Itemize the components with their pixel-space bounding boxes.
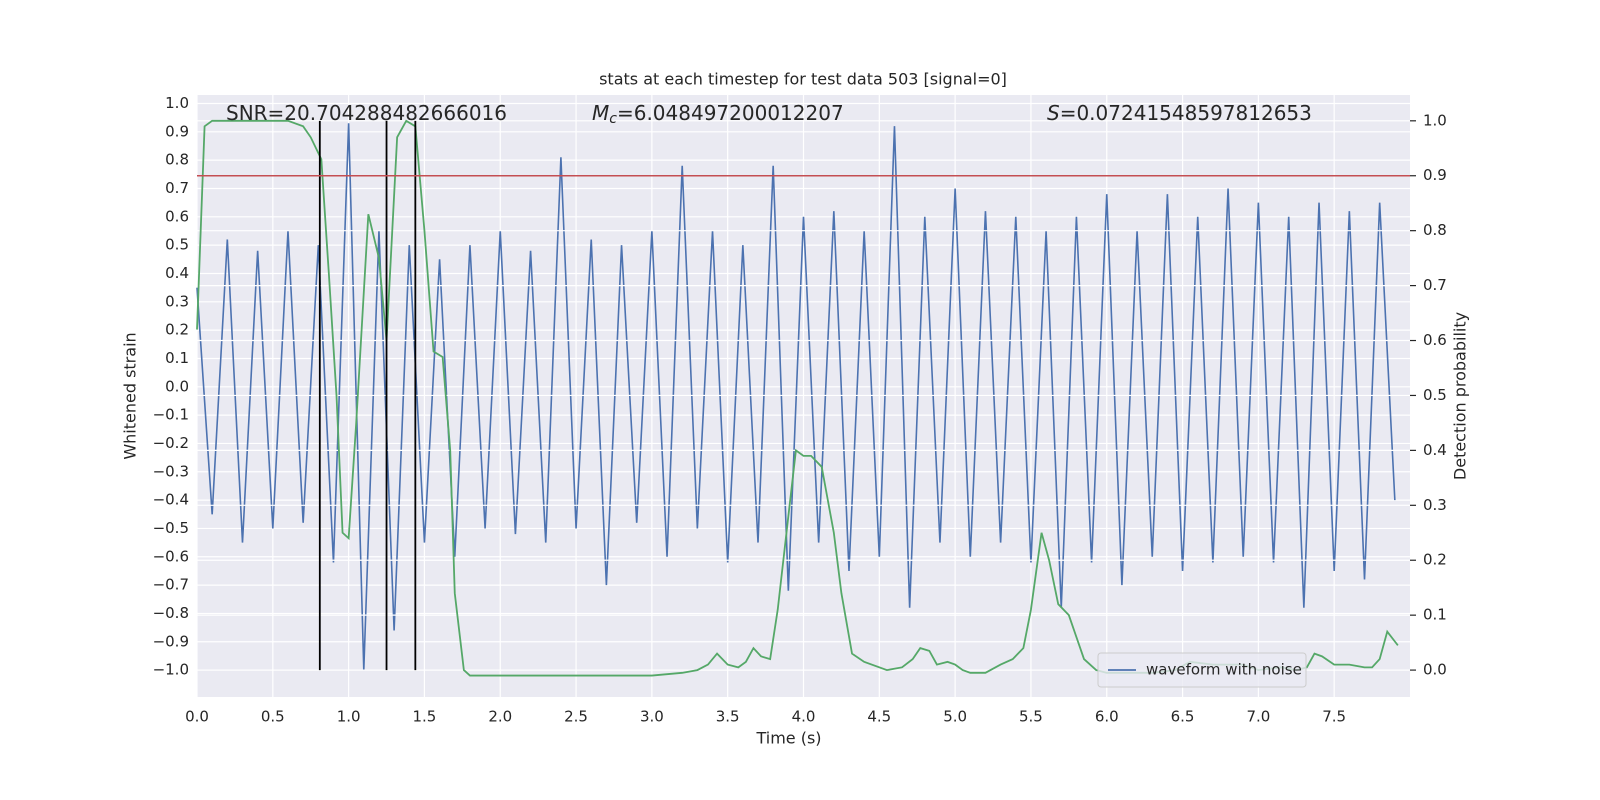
annotation-symbol: M — [592, 101, 609, 125]
y-tick-label: 0.9 — [165, 122, 189, 140]
legend-label: waveform with noise — [1146, 661, 1302, 679]
y2-tick-label: 0.5 — [1423, 386, 1447, 404]
legend: waveform with noise — [1097, 652, 1307, 688]
y2-tick-label: 0.3 — [1423, 496, 1447, 514]
y2-tick-label: 0.4 — [1423, 441, 1447, 459]
y-tick-label: −0.4 — [153, 491, 189, 509]
y2-tick-label: 0.0 — [1423, 661, 1447, 679]
x-tick-label: 3.0 — [640, 708, 664, 726]
annotation: S=0.07241548597812653 — [1047, 101, 1312, 125]
y-tick-label: 0.5 — [165, 236, 189, 254]
y-tick-label: 1.0 — [165, 94, 189, 112]
x-tick-label: 7.0 — [1246, 708, 1270, 726]
x-tick-label: 1.0 — [337, 708, 361, 726]
x-tick-label: 4.0 — [792, 708, 816, 726]
y-tick-label: −0.2 — [153, 434, 189, 452]
y-tick-label: 0.0 — [165, 377, 189, 395]
x-tick-label: 5.0 — [943, 708, 967, 726]
y2-axis-label: Detection probability — [1451, 312, 1470, 480]
y2-tick-label: 0.7 — [1423, 276, 1447, 294]
y2-tick-label: 0.9 — [1423, 166, 1447, 184]
y2-tick-label: 0.2 — [1423, 551, 1447, 569]
y-tick-label: −0.3 — [153, 462, 189, 480]
x-tick-label: 0.5 — [261, 708, 285, 726]
annotation: Mc=6.048497200012207 — [592, 101, 844, 128]
line-series — [196, 123, 1396, 671]
x-tick-label: 3.5 — [716, 708, 740, 726]
y-tick-label: −0.5 — [153, 519, 189, 537]
x-tick-label: 2.5 — [564, 708, 588, 726]
x-tick-label: 7.5 — [1322, 708, 1346, 726]
y2-tick-label: 0.1 — [1423, 606, 1447, 624]
annotation-text: SNR=20.704288482666016 — [226, 101, 507, 125]
y-tick-label: −0.7 — [153, 576, 189, 594]
y-tick-label: −0.8 — [153, 604, 189, 622]
x-tick-label: 1.5 — [413, 708, 437, 726]
annotation-text: =0.07241548597812653 — [1060, 101, 1312, 125]
annotation: SNR=20.704288482666016 — [226, 101, 507, 125]
y-tick-label: 0.8 — [165, 151, 189, 169]
annotation-text: =6.048497200012207 — [617, 101, 844, 125]
y-tick-label: 0.2 — [165, 321, 189, 339]
x-tick-label: 4.5 — [867, 708, 891, 726]
annotation-subscript: c — [609, 111, 617, 127]
y-tick-label: 0.6 — [165, 207, 189, 225]
x-tick-label: 2.0 — [488, 708, 512, 726]
chart-title: stats at each timestep for test data 503… — [599, 70, 1007, 89]
y-tick-label: −0.1 — [153, 406, 189, 424]
y-tick-label: −0.6 — [153, 547, 189, 565]
y-tick-label: 0.4 — [165, 264, 189, 282]
x-axis-label: Time (s) — [755, 729, 821, 748]
y2-tick-label: 1.0 — [1423, 111, 1447, 129]
y-tick-label: 0.3 — [165, 292, 189, 310]
legend-box — [1097, 652, 1307, 688]
y-tick-label: 0.7 — [165, 179, 189, 197]
y-tick-label: 0.1 — [165, 349, 189, 367]
annotation-symbol: S — [1047, 101, 1060, 125]
x-tick-label: 6.0 — [1095, 708, 1119, 726]
x-tick-label: 5.5 — [1019, 708, 1043, 726]
y2-tick-label: 0.8 — [1423, 221, 1447, 239]
y-axis-label: Whitened strain — [121, 332, 140, 459]
y-tick-label: −0.9 — [153, 632, 189, 650]
x-tick-label: 0.0 — [185, 708, 209, 726]
x-tick-label: 6.5 — [1171, 708, 1195, 726]
y-tick-label: −1.0 — [153, 661, 189, 679]
y2-tick-label: 0.6 — [1423, 331, 1447, 349]
